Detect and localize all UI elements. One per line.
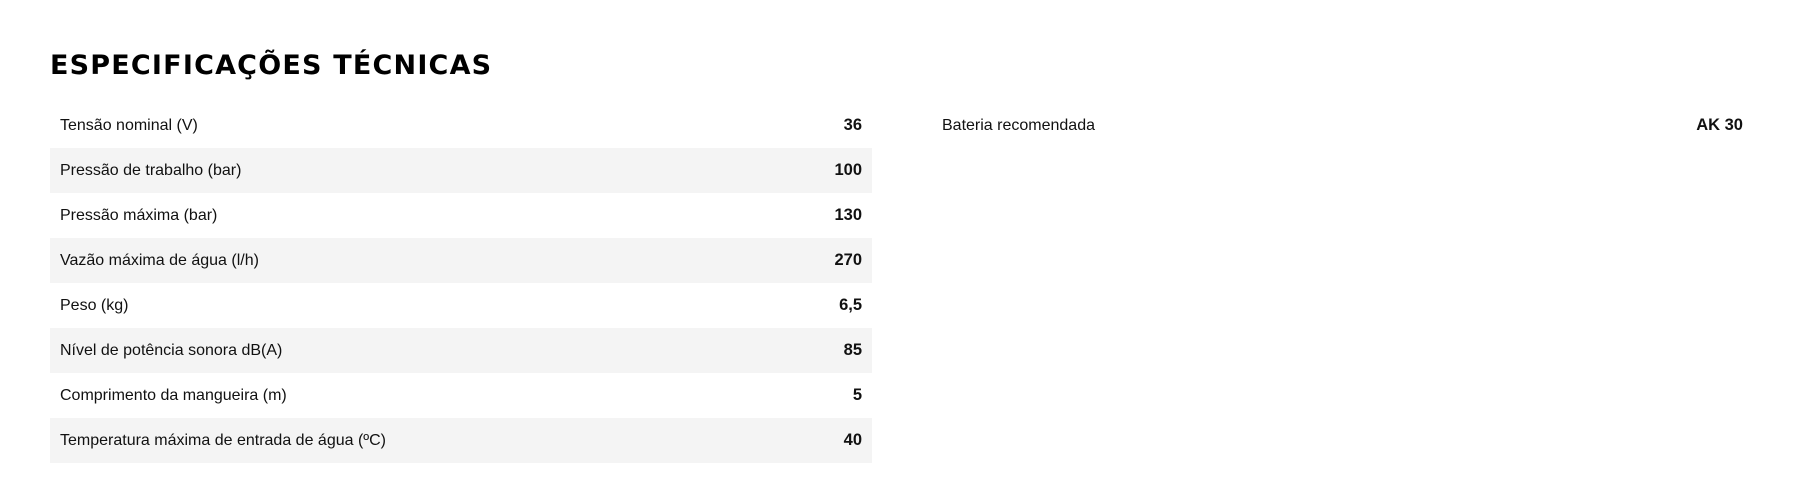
specs-table-left: Tensão nominal (V) 36 Pressão de trabalho …	[50, 103, 872, 463]
spec-value: 6,5	[839, 296, 862, 314]
spec-label: Peso (kg)	[60, 296, 129, 314]
spec-row: Comprimento da mangueira (m) 5	[50, 373, 872, 418]
spec-value: 270	[834, 251, 862, 269]
spec-label: Nível de potência sonora dB(A)	[60, 341, 283, 359]
spec-row: Peso (kg) 6,5	[50, 283, 872, 328]
spec-value: 5	[852, 386, 862, 404]
spec-label: Comprimento da mangueira (m)	[60, 386, 287, 404]
spec-value: 100	[834, 161, 862, 179]
spec-label: Vazão máxima de água (l/h)	[60, 251, 259, 269]
spec-row: Tensão nominal (V) 36	[50, 103, 872, 148]
spec-value: AK 30	[1696, 116, 1743, 134]
spec-value: 36	[843, 116, 862, 134]
spec-label: Pressão máxima (bar)	[60, 206, 218, 224]
spec-row: Bateria recomendada AK 30	[932, 103, 1753, 148]
spec-label: Temperatura máxima de entrada de água (º…	[60, 431, 387, 449]
spec-row: Pressão máxima (bar) 130	[50, 193, 872, 238]
spec-label: Bateria recomendada	[942, 116, 1095, 134]
spec-row: Temperatura máxima de entrada de água (º…	[50, 418, 872, 463]
spec-row: Vazão máxima de água (l/h) 270	[50, 238, 872, 283]
spec-label: Pressão de trabalho (bar)	[60, 161, 242, 179]
specs-table-right: Bateria recomendada AK 30	[932, 103, 1753, 148]
spec-row: Pressão de trabalho (bar) 100	[50, 148, 872, 193]
spec-value: 85	[843, 341, 862, 359]
section-title: ESPECIFICAÇÕES TÉCNICAS	[50, 50, 493, 81]
spec-value: 40	[843, 431, 862, 449]
spec-label: Tensão nominal (V)	[60, 116, 198, 134]
spec-row: Nível de potência sonora dB(A) 85	[50, 328, 872, 373]
spec-value: 130	[834, 206, 862, 224]
